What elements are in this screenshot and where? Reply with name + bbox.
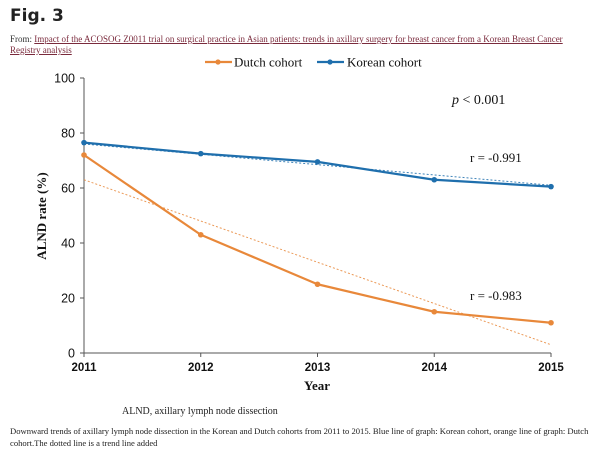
data-point-dutch [548,319,554,326]
figure-label: Fig. 3 [10,6,64,26]
x-ticks: 2011 2012 2013 2014 2015 [72,353,564,374]
y-tick-label: 100 [54,72,75,86]
x-axis-label: Year [304,378,330,393]
data-point-korean [81,139,87,146]
p-value-annotation: p < 0.001 [451,93,505,108]
data-point-korean [314,159,321,165]
y-tick-label: 0 [68,347,75,361]
x-tick-label: 2014 [421,362,447,374]
source-line: From: Impact of the ACOSOG Z0011 trial o… [10,34,585,56]
dutch-r-annotation: r = -0.983 [470,288,522,303]
korean-r-annotation: r = -0.991 [470,150,522,165]
y-tick-label: 20 [61,292,75,306]
data-point-korean [548,183,554,190]
data-point-dutch [197,231,204,238]
data-point-korean [197,150,204,157]
source-article-link[interactable]: Impact of the ACOSOG Z0011 trial on surg… [10,34,563,55]
x-tick-label: 2015 [538,362,564,374]
trend-line-dutch [83,179,552,346]
legend-label-korean: Korean cohort [347,55,422,70]
legend-marker-korean [327,59,333,65]
abbreviation-note: ALND, axillary lymph node dissection [122,406,278,417]
data-point-dutch [314,281,321,288]
y-tick-label: 80 [61,127,75,141]
data-point-korean [431,176,438,183]
y-tick-label: 60 [61,182,75,196]
legend: Dutch cohort Korean cohort [205,55,422,70]
x-tick-label: 2012 [188,362,214,374]
figure-caption: Downward trends of axillary lymph node d… [10,426,589,448]
x-tick-label: 2013 [305,362,331,374]
x-tick-label: 2011 [72,362,98,374]
p-value-text: < 0.001 [459,93,505,108]
trend-lines [83,143,552,346]
data-point-dutch [81,152,87,158]
source-prefix: From: [10,34,35,44]
legend-label-dutch: Dutch cohort [234,55,303,70]
series-markers [81,139,554,326]
data-point-dutch [431,308,438,315]
y-tick-label: 40 [61,237,75,251]
legend-marker-dutch [215,59,221,65]
y-ticks: 0 20 40 60 80 100 [54,72,84,361]
y-axis-label: ALND rate (%) [34,172,49,259]
p-value-symbol: p [451,93,459,108]
